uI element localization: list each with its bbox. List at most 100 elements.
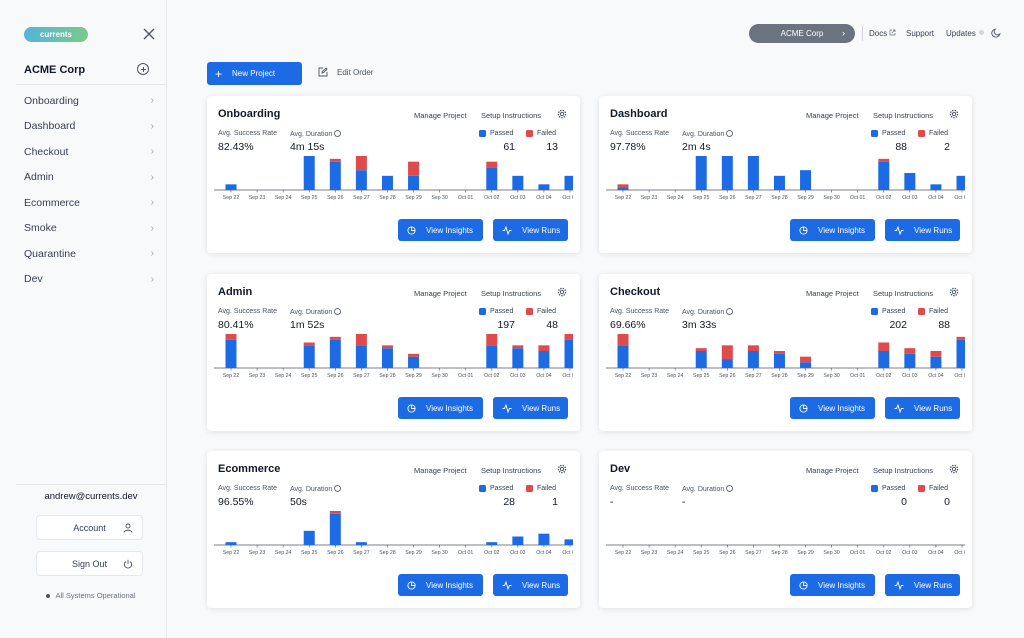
- setup-instructions-link[interactable]: Setup Instructions: [481, 466, 542, 475]
- view-insights-button[interactable]: View Insights: [398, 397, 483, 419]
- bar-passed[interactable]: [538, 184, 550, 190]
- bar-failed[interactable]: [564, 334, 574, 340]
- bar-failed[interactable]: [329, 336, 341, 340]
- view-runs-button[interactable]: View Runs: [885, 219, 960, 241]
- bar-failed[interactable]: [800, 356, 812, 363]
- bar-passed[interactable]: [904, 353, 916, 368]
- bar-failed[interactable]: [303, 342, 315, 346]
- bar-failed[interactable]: [695, 348, 707, 351]
- sidebar-item-onboarding[interactable]: Onboarding ›: [24, 94, 154, 107]
- bar-passed[interactable]: [564, 175, 574, 190]
- bar-passed[interactable]: [486, 345, 498, 368]
- view-insights-button[interactable]: View Insights: [790, 219, 875, 241]
- bar-passed[interactable]: [512, 175, 524, 190]
- manage-project-link[interactable]: Manage Project: [806, 111, 859, 120]
- gear-icon[interactable]: [949, 464, 959, 474]
- failed-checkbox[interactable]: [526, 130, 533, 137]
- setup-instructions-link[interactable]: Setup Instructions: [481, 111, 542, 120]
- view-insights-button[interactable]: View Insights: [790, 574, 875, 596]
- bar-passed[interactable]: [538, 351, 550, 368]
- bar-passed[interactable]: [956, 175, 966, 190]
- passed-checkbox[interactable]: [479, 485, 486, 492]
- bar-passed[interactable]: [617, 345, 629, 368]
- bar-failed[interactable]: [538, 345, 550, 351]
- bar-passed[interactable]: [329, 339, 341, 368]
- view-runs-button[interactable]: View Runs: [493, 574, 568, 596]
- bar-passed[interactable]: [564, 539, 574, 545]
- setup-instructions-link[interactable]: Setup Instructions: [873, 111, 934, 120]
- bar-passed[interactable]: [486, 542, 498, 545]
- passed-checkbox[interactable]: [871, 130, 878, 137]
- bar-failed[interactable]: [721, 345, 733, 360]
- gear-icon[interactable]: [949, 109, 959, 119]
- sidebar-item-smoke[interactable]: Smoke ›: [24, 222, 154, 235]
- info-icon[interactable]: [726, 130, 734, 137]
- setup-instructions-link[interactable]: Setup Instructions: [481, 289, 542, 298]
- edit-order-button[interactable]: Edit Order: [318, 67, 373, 77]
- passed-checkbox[interactable]: [871, 308, 878, 315]
- bar-passed[interactable]: [695, 351, 707, 368]
- failed-checkbox[interactable]: [918, 308, 925, 315]
- sidebar-item-dashboard[interactable]: Dashboard ›: [24, 120, 154, 133]
- view-insights-button[interactable]: View Insights: [398, 219, 483, 241]
- bar-passed[interactable]: [773, 353, 785, 368]
- bar-passed[interactable]: [904, 173, 916, 190]
- bar-passed[interactable]: [930, 184, 942, 190]
- gear-icon[interactable]: [557, 464, 567, 474]
- bar-passed[interactable]: [512, 348, 524, 368]
- sidebar-item-admin[interactable]: Admin ›: [24, 171, 154, 184]
- bar-passed[interactable]: [225, 542, 237, 545]
- bar-passed[interactable]: [225, 184, 237, 190]
- project-title[interactable]: Checkout: [610, 286, 661, 298]
- bar-passed[interactable]: [329, 513, 341, 545]
- bar-failed[interactable]: [773, 351, 785, 354]
- bar-passed[interactable]: [303, 345, 315, 368]
- bar-failed[interactable]: [878, 342, 890, 352]
- bar-passed[interactable]: [721, 156, 733, 190]
- bar-passed[interactable]: [329, 161, 341, 190]
- bar-failed[interactable]: [355, 156, 367, 171]
- failed-checkbox[interactable]: [918, 485, 925, 492]
- bar-passed[interactable]: [408, 356, 420, 368]
- bar-passed[interactable]: [878, 351, 890, 368]
- info-icon[interactable]: [334, 308, 342, 315]
- manage-project-link[interactable]: Manage Project: [414, 466, 467, 475]
- bar-failed[interactable]: [512, 345, 524, 349]
- bar-passed[interactable]: [773, 175, 785, 190]
- passed-checkbox[interactable]: [479, 130, 486, 137]
- bar-passed[interactable]: [381, 348, 393, 368]
- project-title[interactable]: Onboarding: [218, 108, 281, 120]
- view-insights-button[interactable]: View Insights: [790, 397, 875, 419]
- bar-passed[interactable]: [800, 170, 812, 190]
- moon-icon[interactable]: [991, 28, 1001, 38]
- bar-failed[interactable]: [381, 345, 393, 349]
- passed-checkbox[interactable]: [871, 485, 878, 492]
- info-icon[interactable]: [726, 485, 734, 492]
- info-icon[interactable]: [334, 485, 342, 492]
- bar-passed[interactable]: [303, 156, 315, 190]
- view-insights-button[interactable]: View Insights: [398, 574, 483, 596]
- docs-link[interactable]: Docs: [869, 29, 896, 38]
- bar-failed[interactable]: [486, 334, 498, 346]
- gear-icon[interactable]: [557, 287, 567, 297]
- sidebar-item-ecommerce[interactable]: Ecommerce ›: [24, 196, 154, 209]
- gear-icon[interactable]: [557, 109, 567, 119]
- bar-passed[interactable]: [956, 339, 966, 368]
- system-status[interactable]: All Systems Operational: [16, 591, 166, 600]
- updates-link[interactable]: Updates: [946, 29, 985, 38]
- bar-failed[interactable]: [408, 161, 420, 176]
- sidebar-item-dev[interactable]: Dev ›: [24, 273, 154, 286]
- bar-failed[interactable]: [408, 353, 420, 357]
- info-icon[interactable]: [334, 130, 342, 137]
- bar-failed[interactable]: [486, 161, 498, 168]
- bar-passed[interactable]: [355, 345, 367, 368]
- bar-passed[interactable]: [355, 542, 367, 545]
- bar-failed[interactable]: [329, 158, 341, 162]
- manage-project-link[interactable]: Manage Project: [806, 289, 859, 298]
- manage-project-link[interactable]: Manage Project: [414, 111, 467, 120]
- org-switcher[interactable]: ACME Corp ›: [749, 24, 855, 43]
- manage-project-link[interactable]: Manage Project: [806, 466, 859, 475]
- project-title[interactable]: Dashboard: [610, 108, 668, 120]
- bar-failed[interactable]: [225, 334, 237, 340]
- close-icon[interactable]: [142, 27, 156, 41]
